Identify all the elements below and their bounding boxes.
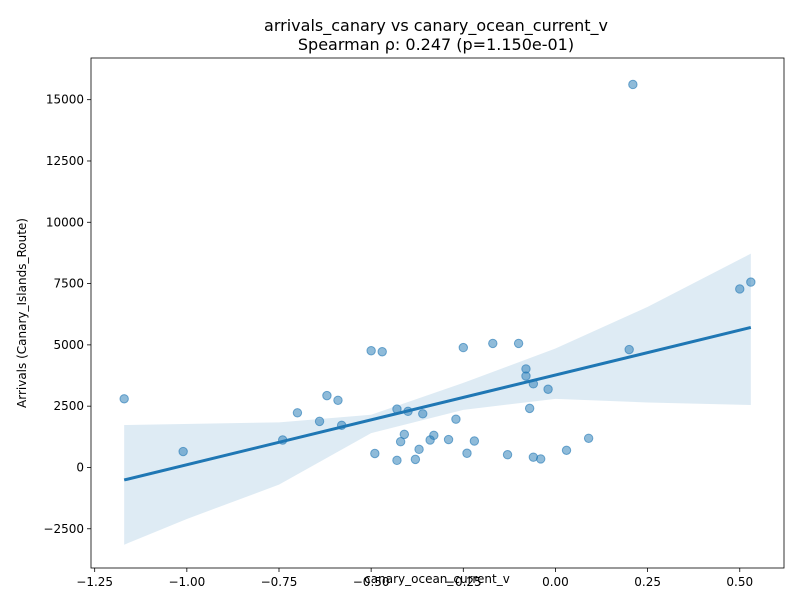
data-point	[314, 416, 325, 427]
confidence-band	[124, 253, 751, 545]
data-point	[513, 338, 524, 349]
data-point	[521, 371, 531, 381]
plot-frame	[90, 57, 785, 569]
x-tick-label: −0.75	[261, 575, 298, 589]
y-axis-label: Arrivals (Canary_Islands_Route)	[15, 218, 29, 408]
regression-line	[123, 326, 752, 482]
data-point	[292, 408, 303, 418]
x-axis-label: canary_ocean_current_v	[364, 572, 510, 586]
x-tick-label: 0.50	[726, 575, 753, 589]
data-point	[536, 454, 546, 464]
data-point	[414, 444, 424, 455]
data-point	[735, 284, 745, 294]
y-tick-label: 12500	[46, 154, 84, 168]
y-tick-label: 2500	[53, 399, 84, 413]
data-point	[524, 403, 535, 414]
data-point	[366, 346, 376, 356]
y-tick-label: −2500	[43, 522, 84, 536]
y-axis: −2500 0 2500 5000 7500 10000 12500 15000	[43, 93, 91, 536]
data-point	[178, 446, 188, 457]
y-tick-label: 15000	[46, 93, 84, 107]
y-tick-label: 5000	[53, 338, 84, 352]
data-point	[488, 338, 498, 349]
x-axis: −1.25 −1.00 −0.75 −0.50 −0.25 0.00 0.25 0.50	[76, 568, 753, 589]
data-point	[399, 429, 410, 440]
x-tick-label: −0.50	[353, 575, 390, 589]
x-tick-label: 0.25	[634, 575, 661, 589]
scatter-points	[119, 79, 756, 466]
data-point	[392, 455, 402, 466]
data-point	[418, 409, 428, 419]
data-point	[119, 394, 129, 404]
x-tick-label: −1.25	[76, 575, 113, 589]
chart-title: arrivals_canary vs canary_ocean_current_…	[264, 16, 608, 36]
data-point	[443, 434, 454, 445]
data-point	[628, 79, 638, 90]
data-point	[377, 347, 387, 357]
data-point	[370, 448, 380, 459]
data-point	[462, 448, 472, 458]
y-tick-label: 10000	[46, 215, 84, 229]
data-point	[429, 430, 439, 441]
y-tick-label: 7500	[53, 277, 84, 291]
data-point	[624, 344, 634, 355]
data-point	[458, 342, 469, 353]
y-tick-label: 0	[76, 460, 84, 474]
data-point	[322, 390, 332, 401]
x-tick-label: −0.25	[445, 575, 482, 589]
data-point	[333, 395, 343, 405]
x-tick-label: 0.00	[542, 575, 569, 589]
chart-subtitle: Spearman ρ: 0.247 (p=1.150e-01)	[298, 35, 574, 54]
data-point	[451, 414, 461, 424]
data-point	[746, 277, 756, 287]
data-point	[469, 436, 480, 446]
data-point	[583, 433, 594, 443]
data-point	[395, 437, 406, 447]
x-tick-label: −1.00	[168, 575, 205, 589]
data-point	[502, 450, 513, 460]
data-point	[410, 454, 421, 465]
data-point	[561, 445, 572, 456]
data-point	[543, 384, 553, 394]
